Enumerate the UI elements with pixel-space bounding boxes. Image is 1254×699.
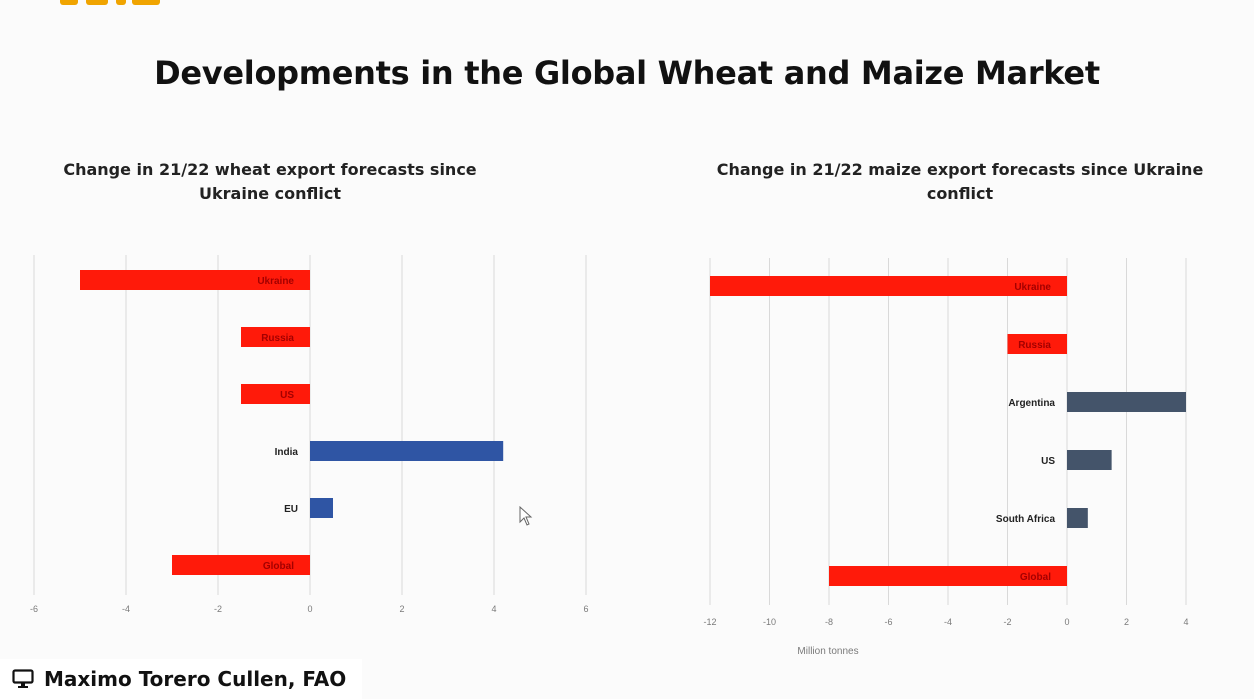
bar-russia (1007, 334, 1067, 354)
x-tick-label: -4 (944, 617, 952, 627)
bar-label-global: Global (1020, 572, 1051, 583)
bar-label-global: Global (263, 561, 294, 572)
bar-label-us: US (280, 390, 294, 401)
x-tick-label: 6 (583, 604, 588, 614)
bar-us (241, 384, 310, 404)
wheat-chart-title: Change in 21/22 wheat export forecasts s… (63, 160, 477, 203)
wheat-export-chart: -6 -4 -2 0 2 4 6 Ukraine Russia US India EU Global (30, 255, 589, 614)
x-tick-label: -2 (1003, 617, 1011, 627)
logo-fragment (60, 0, 170, 6)
bar-argentina (1067, 392, 1186, 412)
bar-india (310, 441, 504, 461)
bar-label-us: US (1041, 456, 1055, 467)
bar-south-africa (1067, 508, 1088, 528)
bar-label-south-africa: South Africa (996, 514, 1056, 525)
maize-chart-title: Change in 21/22 maize export forecasts s… (716, 160, 1204, 203)
x-tick-label: 2 (1124, 617, 1129, 627)
bar-label-ukraine: Ukraine (1014, 282, 1051, 293)
x-axis-title: Million tonnes (797, 646, 858, 657)
screen-share-icon (12, 669, 34, 688)
x-tick-label: 0 (307, 604, 312, 614)
bar-russia (241, 327, 310, 347)
bar-label-india: India (275, 447, 299, 458)
x-tick-label: 0 (1064, 617, 1069, 627)
maize-export-chart: -12 -10 -8 -6 -4 -2 0 2 4 Ukraine Russia Argentina U… (703, 258, 1189, 657)
x-tick-label: 2 (399, 604, 404, 614)
slide-title: Developments in the Global Wheat and Mai… (154, 54, 1100, 92)
presenter-name: Maximo Torero Cullen, FAO (44, 667, 347, 691)
bar-label-russia: Russia (261, 333, 294, 344)
bar-global (829, 566, 1067, 586)
bar-us (1067, 450, 1112, 470)
x-tick-label: -6 (884, 617, 892, 627)
x-tick-label: -8 (825, 617, 833, 627)
x-tick-label: 4 (1183, 617, 1188, 627)
x-tick-label: -6 (30, 604, 38, 614)
bar-global (172, 555, 310, 575)
bar-label-russia: Russia (1018, 340, 1051, 351)
bar-ukraine (710, 276, 1067, 296)
bar-ukraine (80, 270, 310, 290)
bar-label-ukraine: Ukraine (257, 276, 294, 287)
x-tick-label: -12 (703, 617, 716, 627)
x-tick-label: 4 (491, 604, 496, 614)
bar-eu (310, 498, 333, 518)
x-tick-label: -4 (122, 604, 130, 614)
bar-label-argentina: Argentina (1008, 398, 1055, 409)
mouse-cursor-icon (519, 506, 533, 526)
presenter-caption: Maximo Torero Cullen, FAO (0, 659, 362, 699)
bar-label-eu: EU (284, 504, 298, 515)
x-tick-label: -2 (214, 604, 222, 614)
x-tick-label: -10 (763, 617, 776, 627)
